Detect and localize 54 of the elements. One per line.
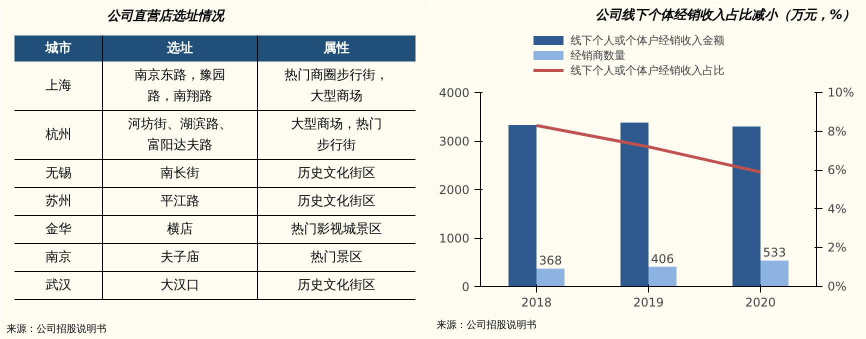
text: 大型商场，热门步行街 — [291, 117, 382, 153]
data-label: 533 — [763, 246, 786, 260]
text: 热门景区 — [310, 250, 362, 265]
data-label: 368 — [539, 254, 562, 268]
text: 南长街 — [160, 166, 200, 181]
text: 热门影视城景区 — [291, 222, 382, 237]
text: 夫子庙 — [160, 250, 200, 265]
text: 历史文化街区 — [298, 194, 376, 209]
category-label: 上海 — [46, 78, 72, 94]
y2-tick-label: 2% — [828, 240, 847, 255]
text: 公司直营店选址情况 — [107, 8, 225, 24]
legend-label: 线下个人或个体户经销收入金额 — [570, 34, 724, 47]
text: 大汉口 — [160, 278, 200, 293]
source-note: 来源：公司招股说明书 — [6, 323, 106, 335]
text: 平江路 — [160, 194, 200, 209]
y-tick-label: 1000 — [438, 232, 470, 246]
y2-tick-label: 10% — [828, 86, 854, 100]
text: 热门商圈步行街，大型商场 — [284, 68, 388, 104]
bar — [648, 266, 676, 286]
x-tick-label: 2020 — [745, 296, 776, 310]
category-label: 杭州 — [46, 128, 72, 142]
legend-label: 经销商数量 — [570, 49, 626, 62]
category-label: 武汉 — [46, 278, 72, 293]
bar — [760, 260, 788, 286]
data-label: 406 — [651, 252, 674, 266]
category-label: 苏州 — [46, 194, 72, 209]
source-note: 来源：公司招股说明书 — [436, 319, 536, 331]
text: 历史文化街区 — [298, 278, 376, 293]
y2-tick-label: 4% — [828, 202, 847, 216]
category-label: 城市 — [44, 40, 72, 56]
category-label: 属性 — [322, 41, 350, 56]
text: 横店 — [167, 222, 193, 237]
category-label: 南京 — [46, 250, 72, 265]
chart-title: 公司线下个体经销收入占比减小（万元，%） — [595, 7, 856, 23]
y-tick-label: 0 — [462, 280, 470, 294]
text: 河坊街、湖滨路、富阳达夫路 — [128, 117, 232, 153]
legend-label: 线下个人或个体户经销收入占比 — [570, 64, 724, 77]
text: 南京东路，豫园路，南翔路 — [134, 68, 226, 104]
category-label: 选址 — [166, 41, 193, 56]
y2-tick-label: 8% — [828, 124, 847, 138]
category-label: 金华 — [46, 222, 72, 237]
x-tick-label: 2018 — [521, 296, 552, 310]
y-tick-label: 4000 — [438, 86, 470, 100]
y2-tick-label: 6% — [828, 163, 847, 178]
y-tick-label: 2000 — [438, 183, 470, 197]
bar — [536, 268, 564, 286]
text: 历史文化街区 — [298, 166, 376, 181]
x-tick-label: 2019 — [633, 296, 664, 310]
y-tick-label: 3000 — [438, 134, 470, 148]
category-label: 无锡 — [46, 166, 72, 181]
bar — [732, 126, 760, 286]
bar — [508, 124, 536, 286]
y2-tick-label: 0% — [828, 280, 847, 294]
bar — [620, 122, 648, 286]
